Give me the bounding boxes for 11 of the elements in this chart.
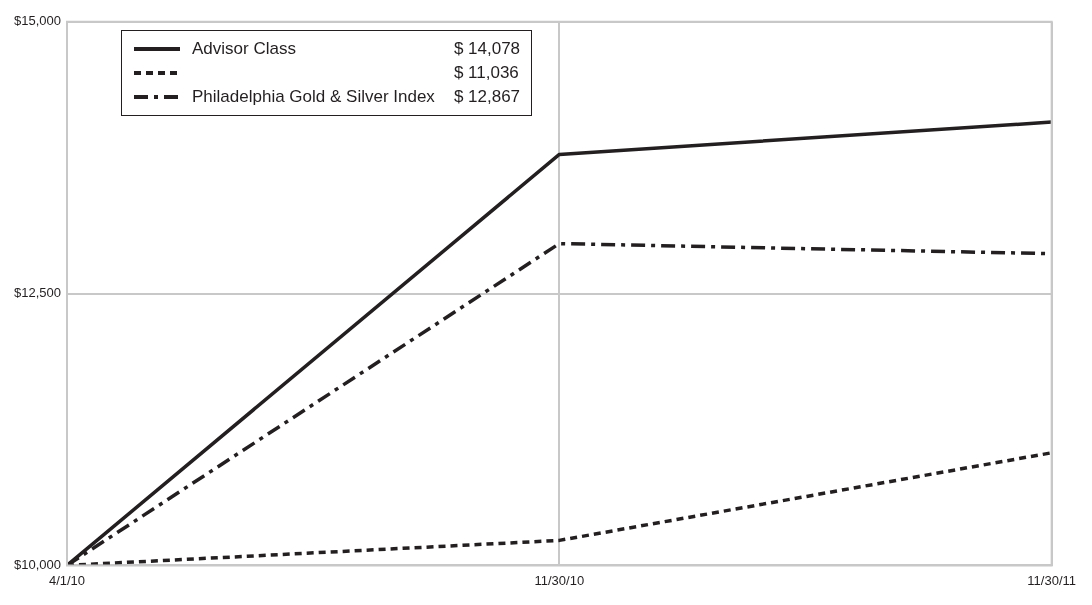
y-tick-label: $15,000 (13, 13, 61, 29)
x-tick-label: 11/30/11 (1027, 572, 1077, 588)
annotation: $ 11,036 (452, 62, 520, 84)
x-tick-label: 4/1/10 (48, 572, 86, 588)
y-tick-label: $10,000 (13, 556, 61, 572)
annotation: $ 14,078 (452, 38, 522, 60)
y-tick-label: $12,500 (13, 285, 61, 301)
x-tick-label: 11/30/10 (534, 572, 585, 588)
legend-label: Advisor Class (191, 38, 297, 60)
legend-label: Philadelphia Gold & Silver Index (191, 86, 436, 108)
annotation: $ 12,867 (452, 86, 522, 108)
